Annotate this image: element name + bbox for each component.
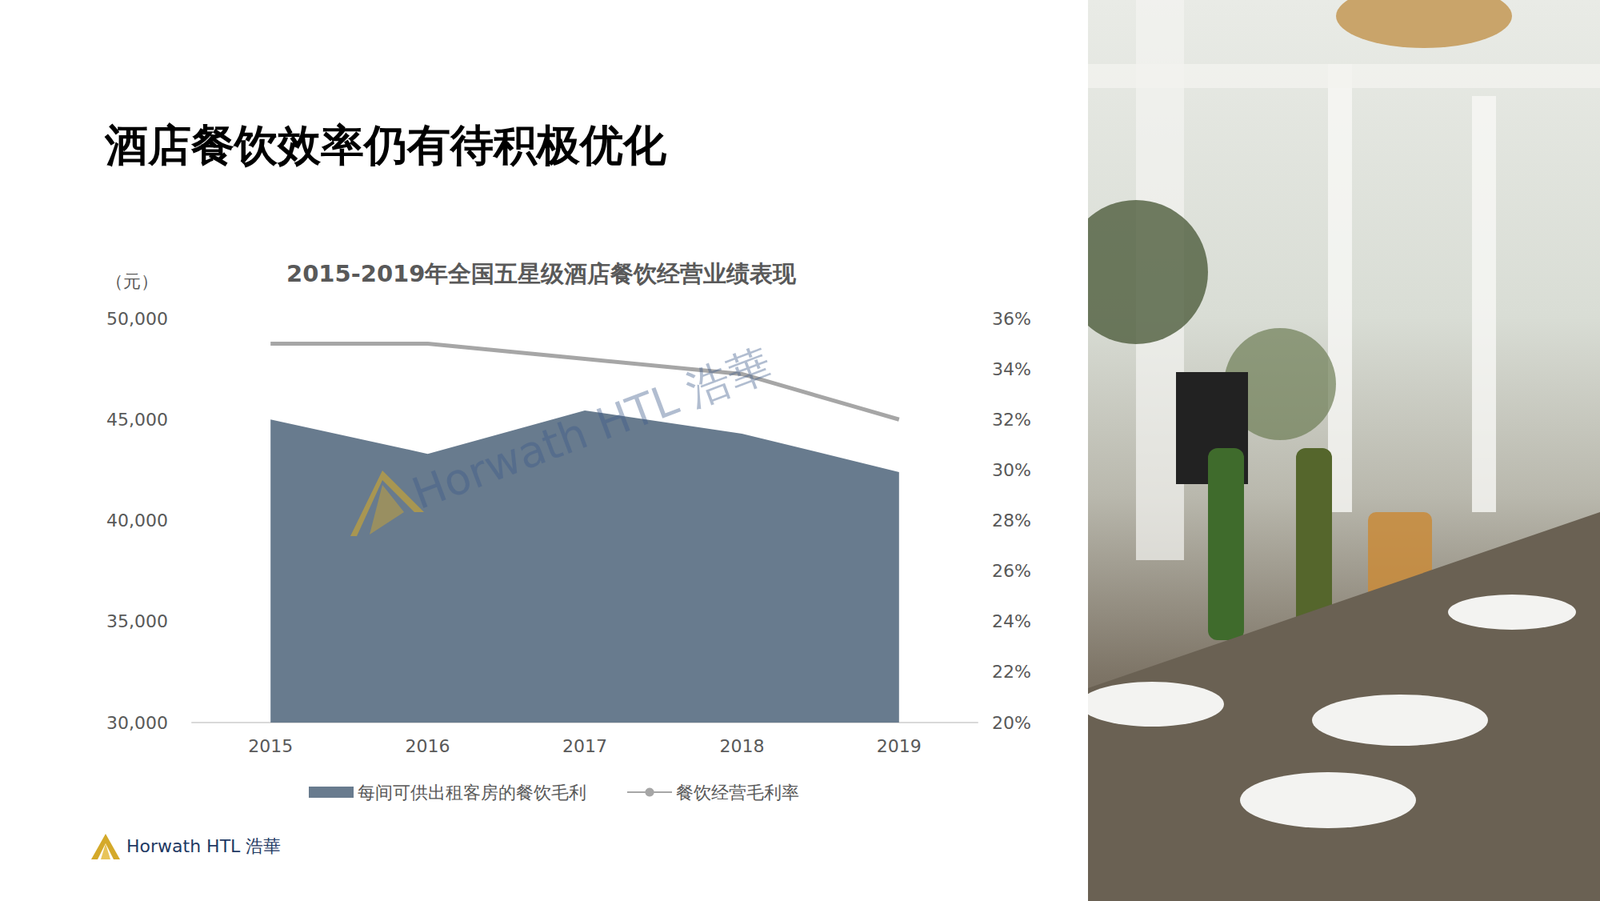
svg-text:40,000: 40,000 xyxy=(106,510,168,531)
svg-text:2015: 2015 xyxy=(248,736,293,756)
svg-text:2018: 2018 xyxy=(719,736,764,756)
svg-text:每间可供出租客房的餐饮毛利: 每间可供出租客房的餐饮毛利 xyxy=(357,782,587,803)
svg-text:32%: 32% xyxy=(992,409,1032,430)
svg-text:24%: 24% xyxy=(992,611,1032,632)
svg-text:34%: 34% xyxy=(992,359,1032,380)
svg-text:2017: 2017 xyxy=(562,736,608,756)
svg-text:28%: 28% xyxy=(992,510,1032,531)
html-text:Horwath HTL 浩華: Horwath HTL 浩華 xyxy=(126,836,282,856)
svg-text:2015-2019年全国五星级酒店餐饮经营业绩表现: 2015-2019年全国五星级酒店餐饮经营业绩表现 xyxy=(286,260,797,288)
svg-text:35,000: 35,000 xyxy=(106,611,168,632)
svg-text:30%: 30% xyxy=(992,460,1032,480)
svg-text:26%: 26% xyxy=(992,560,1032,581)
html-text:酒店餐饮效率仍有待积极优化: 酒店餐饮效率仍有待积极优化 xyxy=(104,120,667,171)
svg-text:2016: 2016 xyxy=(405,736,451,756)
svg-text:餐饮经营毛利率: 餐饮经营毛利率 xyxy=(676,782,800,803)
svg-text:（元）: （元） xyxy=(105,271,159,292)
svg-text:Horwath HTL 浩華: Horwath HTL 浩華 xyxy=(405,338,779,520)
svg-text:30,000: 30,000 xyxy=(106,712,168,733)
svg-text:22%: 22% xyxy=(992,661,1032,682)
svg-text:36%: 36% xyxy=(992,308,1032,329)
svg-text:45,000: 45,000 xyxy=(106,409,168,430)
svg-text:2019: 2019 xyxy=(876,736,922,756)
svg-text:50,000: 50,000 xyxy=(106,308,168,329)
svg-text:20%: 20% xyxy=(992,712,1032,733)
